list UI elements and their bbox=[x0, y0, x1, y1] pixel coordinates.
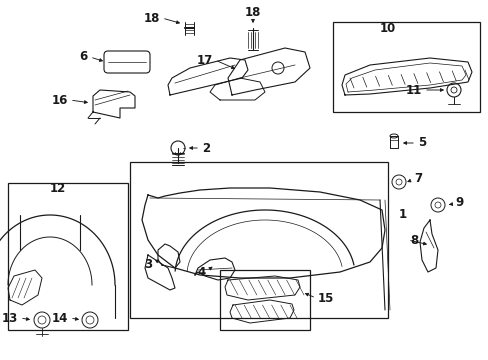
Text: 13: 13 bbox=[2, 311, 18, 324]
Text: 18: 18 bbox=[244, 5, 261, 18]
Text: 8: 8 bbox=[409, 234, 417, 247]
Bar bbox=[332, 22, 479, 112]
Text: 7: 7 bbox=[413, 171, 421, 184]
Text: 3: 3 bbox=[143, 258, 152, 271]
Bar bbox=[130, 162, 387, 318]
Text: 9: 9 bbox=[454, 195, 462, 208]
Text: 5: 5 bbox=[417, 136, 426, 149]
Text: 4: 4 bbox=[197, 266, 205, 279]
Text: 1: 1 bbox=[398, 208, 406, 221]
Text: 17: 17 bbox=[196, 54, 213, 67]
Text: 2: 2 bbox=[202, 141, 210, 154]
Text: 10: 10 bbox=[379, 22, 395, 35]
Bar bbox=[220, 270, 309, 330]
Text: 6: 6 bbox=[80, 50, 88, 63]
Text: 14: 14 bbox=[52, 311, 68, 324]
Text: 16: 16 bbox=[52, 94, 68, 107]
Text: 12: 12 bbox=[50, 181, 66, 194]
Text: 11: 11 bbox=[405, 84, 421, 96]
Text: 15: 15 bbox=[317, 292, 334, 305]
Bar bbox=[8, 183, 128, 330]
Text: 18: 18 bbox=[143, 12, 160, 24]
